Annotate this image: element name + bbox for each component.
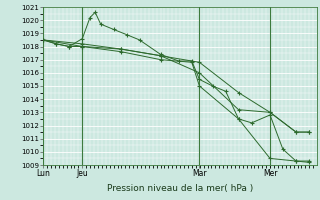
X-axis label: Pression niveau de la mer( hPa ): Pression niveau de la mer( hPa )	[107, 184, 253, 193]
